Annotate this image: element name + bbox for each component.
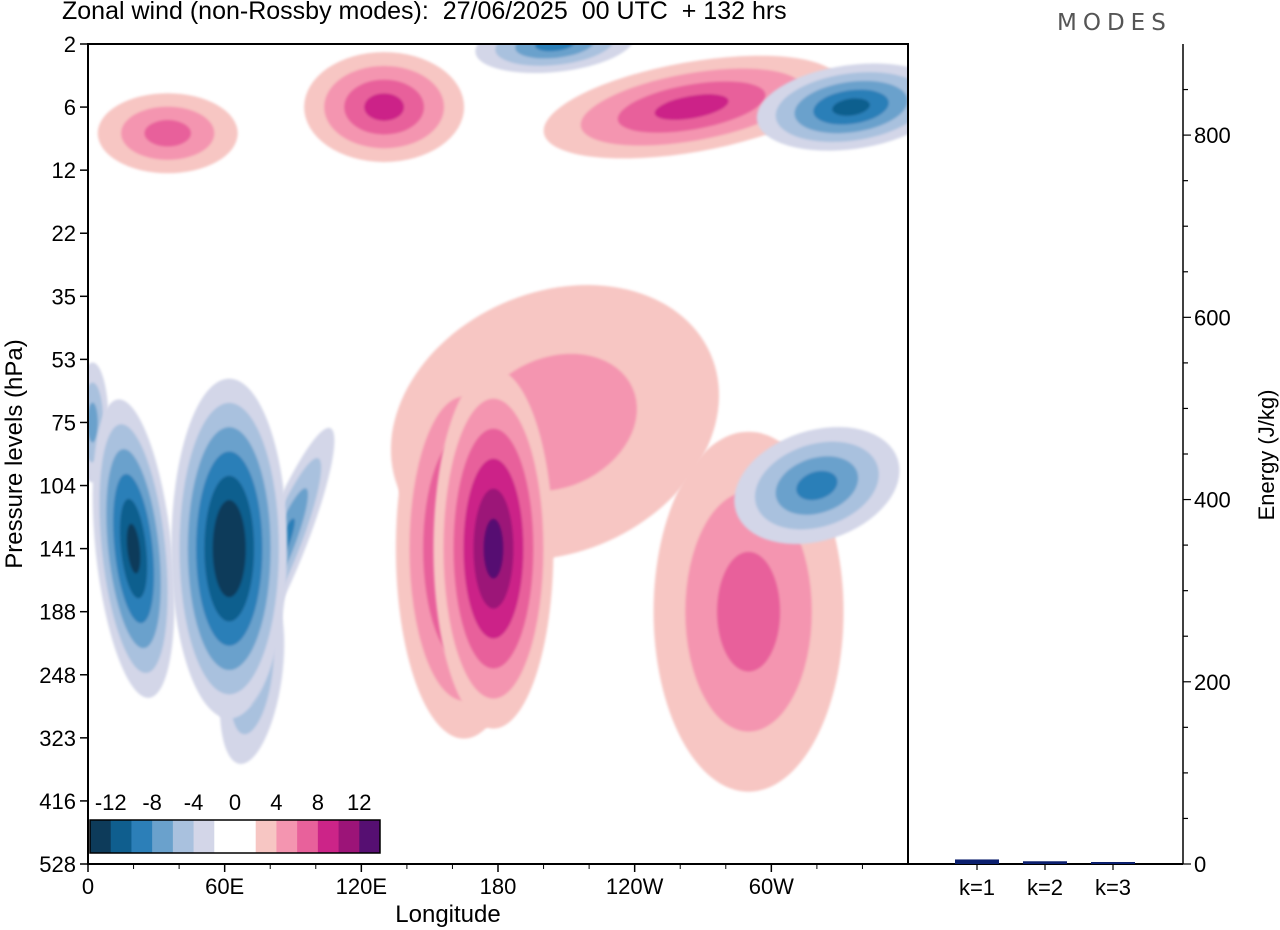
y-tick-label: 75 xyxy=(52,410,76,435)
colorbar-label: -12 xyxy=(95,790,127,815)
wind-feature xyxy=(97,93,238,174)
colorbar-swatch xyxy=(110,820,132,853)
energy-tick-label: 400 xyxy=(1194,488,1231,513)
colorbar-swatch xyxy=(255,820,277,853)
x-tick-label: 180 xyxy=(480,874,517,899)
wind-feature xyxy=(92,399,175,698)
y-tick-label: 248 xyxy=(39,663,76,688)
y-tick-label: 188 xyxy=(39,600,76,625)
colorbar-label: 4 xyxy=(270,790,282,815)
wind-feature xyxy=(433,368,554,729)
colorbar-legend: -12 -8 -4 0 4 8 12 xyxy=(89,790,381,854)
colorbar-swatch xyxy=(297,820,319,853)
colorbar-swatch xyxy=(359,820,381,853)
wind-feature xyxy=(475,44,635,74)
x-tick-label: 0 xyxy=(82,874,94,899)
modes-logo: MODES xyxy=(1057,10,1172,36)
x-tick-label: 60W xyxy=(749,874,794,899)
colorbar-swatch xyxy=(338,820,360,853)
y-tick-label: 2 xyxy=(64,32,76,57)
wavenumber-label: k=2 xyxy=(1027,875,1063,900)
y-tick-label: 104 xyxy=(39,474,76,499)
energy-tick-label: 600 xyxy=(1194,305,1231,330)
colorbar-swatch xyxy=(152,820,174,853)
y-tick-label: 35 xyxy=(52,284,76,309)
wind-feature xyxy=(171,378,288,719)
colorbar-swatch xyxy=(214,820,236,853)
y-tick-label: 22 xyxy=(52,221,76,246)
wavenumber-label: k=3 xyxy=(1095,875,1131,900)
energy-bar xyxy=(955,859,999,864)
y-tick-label: 416 xyxy=(39,789,76,814)
y-tick-label: 6 xyxy=(64,95,76,120)
energy-bar xyxy=(1091,862,1135,864)
wind-feature xyxy=(734,427,900,545)
colorbar-label: 8 xyxy=(312,790,324,815)
colorbar-label: 12 xyxy=(347,790,371,815)
wind-feature xyxy=(756,63,908,151)
x-tick-label: 60E xyxy=(205,874,244,899)
x-axis-label: Longitude xyxy=(395,901,500,928)
colorbar-label: -4 xyxy=(184,790,204,815)
wind-feature xyxy=(543,55,840,159)
chart-title: Zonal wind (non-Rossby modes): 27/06/202… xyxy=(62,0,787,25)
y-tick-label: 12 xyxy=(52,158,76,183)
energy-tick-label: 0 xyxy=(1194,852,1206,877)
colorbar-label: 0 xyxy=(229,790,241,815)
x-tick-label: 120E xyxy=(336,874,387,899)
y-tick-label: 323 xyxy=(39,726,76,751)
energy-bar-panel: 0 200 400 600 800 Energy (J/kg) k=1 k=2 k=3 xyxy=(907,44,1279,900)
wavenumber-label: k=1 xyxy=(959,875,995,900)
colorbar-swatch xyxy=(90,820,112,853)
colorbar-label: -8 xyxy=(142,790,162,815)
energy-axis-label: Energy (J/kg) xyxy=(1254,390,1279,521)
colorbar-swatch xyxy=(317,820,340,853)
energy-bar xyxy=(1023,861,1067,864)
colorbar-swatch xyxy=(235,820,257,853)
x-tick-label: 120W xyxy=(606,874,664,899)
energy-tick-label: 200 xyxy=(1194,670,1231,695)
colorbar-swatch xyxy=(276,820,298,853)
energy-tick-label: 800 xyxy=(1194,123,1231,148)
colorbar-swatch xyxy=(172,820,195,853)
wind-feature xyxy=(304,52,465,163)
y-tick-label: 141 xyxy=(39,537,76,562)
heatmap-field xyxy=(88,44,908,864)
y-tick-label: 53 xyxy=(52,347,76,372)
y-axis-label: Pressure levels (hPa) xyxy=(1,339,28,568)
colorbar-swatch xyxy=(131,820,153,853)
colorbar-swatch xyxy=(193,820,215,853)
y-tick-label: 528 xyxy=(39,852,76,877)
